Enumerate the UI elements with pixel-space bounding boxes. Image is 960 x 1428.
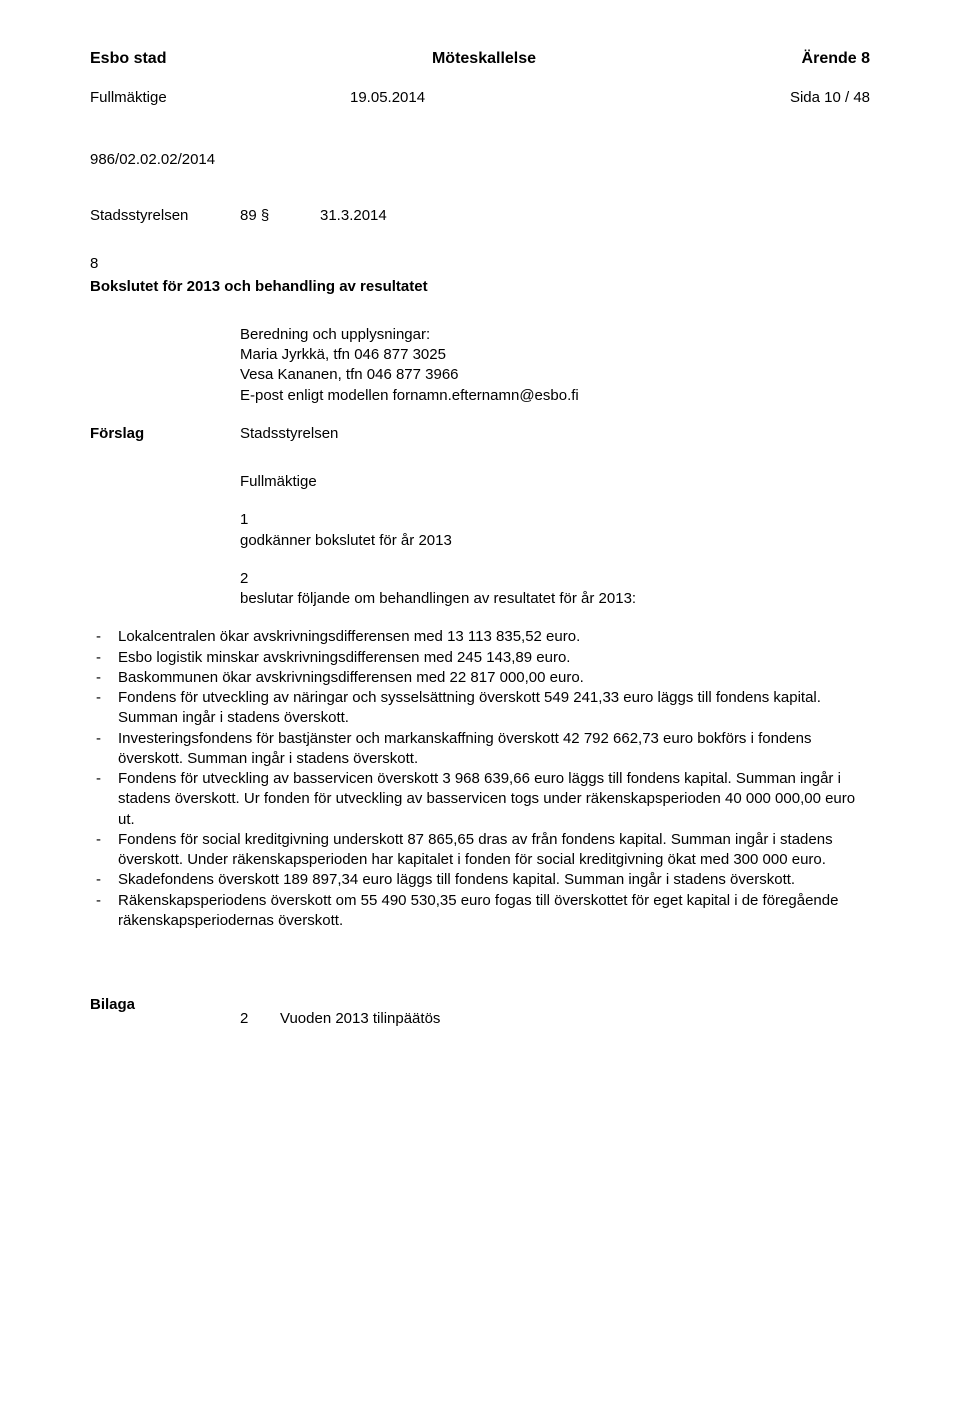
beredning-heading: Beredning och upplysningar:	[240, 325, 870, 345]
forslag-who: Stadsstyrelsen	[240, 424, 870, 444]
bilaga-spacer	[90, 1009, 240, 1029]
styrelsen-section: 89 §	[240, 206, 320, 226]
styrelsen-row: Stadsstyrelsen 89 § 31.3.2014	[90, 206, 870, 226]
bilaga-num: 2	[240, 1009, 280, 1029]
list-item: Skadefondens överskott 189 897,34 euro l…	[90, 870, 870, 890]
bilaga-text: Vuoden 2013 tilinpäätös	[280, 1009, 440, 1029]
forslag-point2: 2 beslutar följande om behandlingen av r…	[240, 569, 870, 610]
title-number: 8	[90, 254, 870, 274]
forslag-label: Förslag	[90, 424, 240, 444]
header-row-1: Esbo stad Möteskallelse Ärende 8	[90, 48, 870, 70]
forslag-row: Förslag Stadsstyrelsen	[90, 424, 870, 444]
list-item: Lokalcentralen ökar avskrivningsdifferen…	[90, 627, 870, 647]
forslag-point1: 1 godkänner bokslutet för år 2013	[240, 510, 870, 551]
forslag-point1-num: 1	[240, 510, 870, 530]
list-item: Räkenskapsperiodens överskott om 55 490 …	[90, 891, 870, 932]
forslag-point1-text: godkänner bokslutet för år 2013	[240, 531, 870, 551]
header-body: Fullmäktige	[90, 88, 350, 108]
beredning-line1: Maria Jyrkkä, tfn 046 877 3025	[240, 345, 870, 365]
forslag-bullet-list: Lokalcentralen ökar avskrivningsdifferen…	[90, 627, 870, 931]
styrelsen-date: 31.3.2014	[320, 206, 387, 226]
case-number: 986/02.02.02/2014	[90, 150, 870, 170]
bilaga-content-row: 2 Vuoden 2013 tilinpäätös	[90, 1009, 870, 1029]
header-page-label: Sida 10 / 48	[610, 88, 870, 108]
header-doc-type: Möteskallelse	[432, 48, 536, 70]
forslag-point2-num: 2	[240, 569, 870, 589]
forslag-body: Fullmäktige	[240, 472, 870, 492]
header-item-label: Ärende 8	[802, 48, 870, 70]
title-text: Bokslutet för 2013 och behandling av res…	[90, 277, 870, 297]
beredning-line3: E-post enligt modellen fornamn.efternamn…	[240, 386, 870, 406]
header-date: 19.05.2014	[350, 88, 610, 108]
list-item: Fondens för social kreditgivning undersk…	[90, 830, 870, 871]
page: Esbo stad Möteskallelse Ärende 8 Fullmäk…	[0, 0, 960, 1428]
beredning-line2: Vesa Kananen, tfn 046 877 3966	[240, 365, 870, 385]
list-item: Fondens för utveckling av näringar och s…	[90, 688, 870, 729]
header-org: Esbo stad	[90, 48, 166, 70]
header-row-2: Fullmäktige 19.05.2014 Sida 10 / 48	[90, 88, 870, 108]
list-item: Esbo logistik minskar avskrivningsdiffer…	[90, 648, 870, 668]
list-item: Baskommunen ökar avskrivningsdifferensen…	[90, 668, 870, 688]
styrelsen-name: Stadsstyrelsen	[90, 206, 240, 226]
list-item: Investeringsfondens för bastjänster och …	[90, 729, 870, 770]
list-item: Fondens för utveckling av basservicen öv…	[90, 769, 870, 830]
title-block: 8 Bokslutet för 2013 och behandling av r…	[90, 254, 870, 297]
forslag-point2-text: beslutar följande om behandlingen av res…	[240, 589, 870, 609]
beredning-block: Beredning och upplysningar: Maria Jyrkkä…	[240, 325, 870, 406]
